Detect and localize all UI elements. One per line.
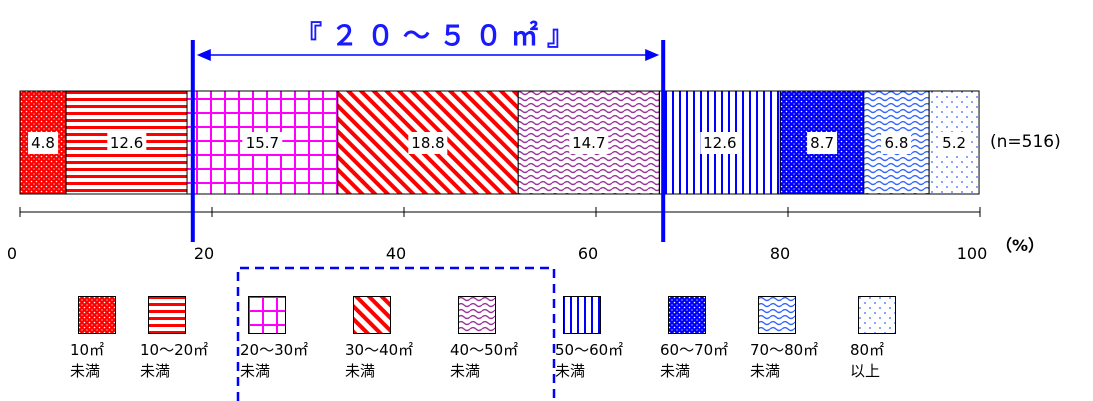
legend-item: 50～60㎡ 未満: [555, 296, 633, 382]
legend-swatch: [148, 296, 186, 334]
legend-label: 60～70㎡ 未満: [660, 341, 729, 380]
segment-value-label: 15.7: [242, 131, 283, 154]
arrow-head-left: [196, 49, 211, 61]
range-bracket: [190, 40, 666, 242]
x-axis: [19, 207, 981, 217]
x-tick-label: 100: [956, 244, 988, 263]
legend-swatch: [353, 296, 391, 334]
x-tick-label: 20: [193, 244, 215, 263]
bar-segment: [863, 90, 930, 195]
legend-item: 10㎡ 未満: [70, 296, 148, 382]
segment-value-label: 12.6: [700, 131, 740, 154]
legend-label: 20～30㎡ 未満: [240, 341, 309, 380]
segment-value-label: 6.8: [881, 131, 912, 154]
legend-swatch: [668, 296, 706, 334]
sample-size-label: (n=516): [990, 132, 1061, 152]
legend-swatch: [858, 296, 896, 334]
legend-label: 40～50㎡ 未満: [450, 341, 519, 380]
legend-item: 20～30㎡ 未満: [240, 296, 318, 382]
legend-item: 40～50㎡ 未満: [450, 296, 528, 382]
legend-label: 50～60㎡ 未満: [555, 341, 624, 380]
legend-swatch: [458, 296, 496, 334]
legend-item: 30～40㎡ 未満: [345, 296, 423, 382]
x-tick-label: 80: [769, 244, 791, 263]
legend-label: 80㎡ 以上: [850, 341, 885, 380]
legend-swatch: [563, 296, 601, 334]
highlight-box: [236, 266, 556, 401]
legend-item: 70～80㎡ 未満: [750, 296, 828, 382]
arrow-head-right: [645, 49, 660, 61]
legend-item: 60～70㎡ 未満: [660, 296, 738, 382]
highlight-dashed-box: [236, 266, 556, 401]
legend-label: 30～40㎡ 未満: [345, 341, 414, 380]
segment-value-label: 12.6: [106, 131, 147, 154]
x-tick-label: 40: [385, 244, 407, 263]
segment-value-label: 5.2: [939, 131, 970, 154]
segment-value-label: 18.8: [408, 131, 448, 154]
segment-value-label: 8.7: [807, 131, 838, 154]
legend-item: 10～20㎡ 未満: [140, 296, 218, 382]
legend-swatch: [78, 296, 116, 334]
segment-value-label: 14.7: [569, 131, 609, 154]
chart-title: 『２０～５０㎡』: [295, 21, 583, 52]
x-tick-label: 60: [577, 244, 599, 263]
legend-label: 10㎡ 未満: [70, 341, 105, 380]
axis-unit-label: （%）: [996, 236, 1045, 255]
legend-swatch: [758, 296, 796, 334]
legend-item: 80㎡ 以上: [850, 296, 928, 382]
x-tick-label: 0: [6, 244, 18, 263]
segment-value-label: 4.8: [28, 131, 58, 154]
legend-swatch: [248, 296, 286, 334]
legend-label: 70～80㎡ 未満: [750, 341, 819, 380]
legend-label: 10～20㎡ 未満: [140, 341, 209, 380]
